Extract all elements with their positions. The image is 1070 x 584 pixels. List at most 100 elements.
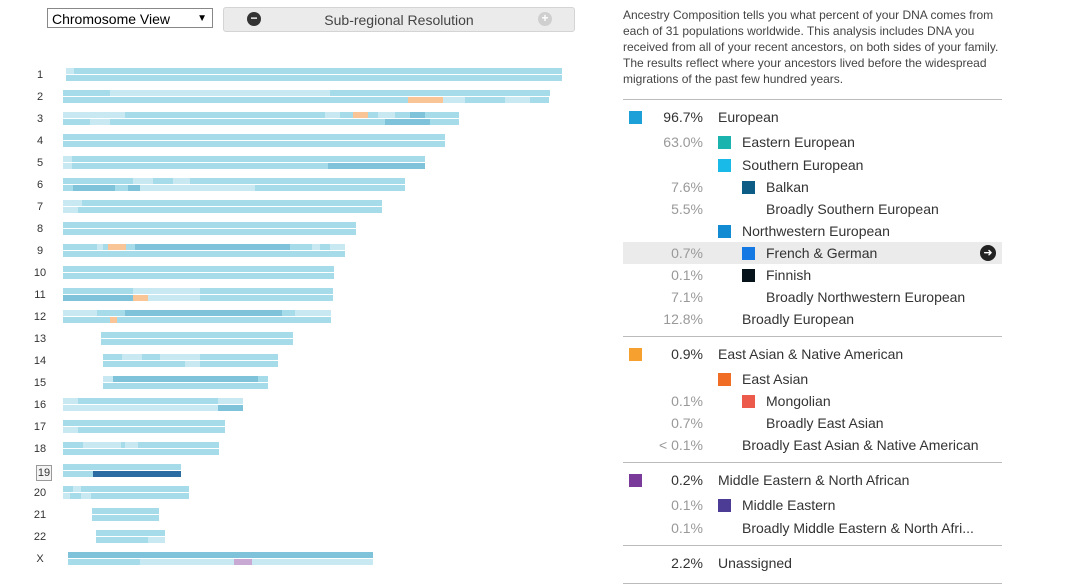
ancestry-row-east-asian-native-american[interactable]: 0.9% East Asian & Native American <box>623 343 1002 365</box>
chromosome-11-strand-a[interactable] <box>63 288 333 294</box>
ancestry-row-northwestern-european[interactable]: Northwestern European <box>623 220 1002 242</box>
chromosome-1-strand-a[interactable] <box>66 68 562 74</box>
ancestry-segment <box>150 185 255 191</box>
chromosome-19-strand-a[interactable] <box>63 464 181 470</box>
chromosome-label-8[interactable]: 8 <box>36 223 44 235</box>
ancestry-row-broadly-northwestern-european[interactable]: 7.1% Broadly Northwestern European <box>623 286 1002 308</box>
ancestry-segment <box>252 559 373 565</box>
chromosome-label-13[interactable]: 13 <box>33 333 47 345</box>
chromosome-label-5[interactable]: 5 <box>36 157 44 169</box>
chromosome-label-3[interactable]: 3 <box>36 113 44 125</box>
ancestry-row-eastern-european[interactable]: 63.0% Eastern European <box>623 131 1002 153</box>
chromosome-2-strand-a[interactable] <box>63 90 550 96</box>
chromosome-18-strand-a[interactable] <box>63 442 219 448</box>
chromosome-21-strand-a[interactable] <box>92 508 159 514</box>
chromosome-6-strand-a[interactable] <box>63 178 405 184</box>
ancestry-row-unassigned[interactable]: 2.2% Unassigned <box>623 552 1002 574</box>
chromosome-label-10[interactable]: 10 <box>33 267 47 279</box>
chromosome-9-strand-b[interactable] <box>63 251 345 257</box>
chromosome-label-20[interactable]: 20 <box>33 487 47 499</box>
ancestry-row-middle-eastern[interactable]: 0.1% Middle Eastern <box>623 494 1002 516</box>
chromosome-15-strand-a[interactable] <box>103 376 268 382</box>
chromosome-13-strand-a[interactable] <box>101 332 293 338</box>
chromosome-7-strand-a[interactable] <box>63 200 382 206</box>
chromosome-22-strand-b[interactable] <box>96 537 165 543</box>
plus-circle-icon[interactable]: + <box>538 12 552 26</box>
ancestry-row-broadly-middle-eastern-north-afri[interactable]: 0.1% Broadly Middle Eastern & North Afri.… <box>623 517 1002 539</box>
chromosome-label-18[interactable]: 18 <box>33 443 47 455</box>
ancestry-segment <box>153 178 173 184</box>
chromosome-label-9[interactable]: 9 <box>36 245 44 257</box>
chromosome-label-2[interactable]: 2 <box>36 91 44 103</box>
ancestry-row-southern-european[interactable]: Southern European <box>623 154 1002 176</box>
chromosome-X-strand-b[interactable] <box>68 559 373 565</box>
chromosome-5-strand-b[interactable] <box>63 163 425 169</box>
chromosome-label-4[interactable]: 4 <box>36 135 44 147</box>
chromosome-label-15[interactable]: 15 <box>33 377 47 389</box>
chromosome-14-strand-a[interactable] <box>103 354 278 360</box>
ancestry-row-european[interactable]: 96.7% European <box>623 106 1002 128</box>
chromosome-label-22[interactable]: 22 <box>33 531 47 543</box>
chromosome-15-strand-b[interactable] <box>103 383 268 389</box>
chromosome-11-strand-b[interactable] <box>63 295 333 301</box>
chromosome-20-strand-a[interactable] <box>63 486 189 492</box>
chromosome-6-strand-b[interactable] <box>63 185 405 191</box>
chromosome-9-strand-a[interactable] <box>63 244 345 250</box>
ancestry-row-balkan[interactable]: 7.6% Balkan <box>623 176 1002 198</box>
chromosome-3-strand-a[interactable] <box>63 112 459 118</box>
chromosome-21-strand-b[interactable] <box>92 515 159 521</box>
ancestry-row-broadly-european[interactable]: 12.8% Broadly European <box>623 308 1002 330</box>
chromosome-8-strand-a[interactable] <box>63 222 356 228</box>
chromosome-label-11[interactable]: 11 <box>34 289 46 301</box>
chromosome-14-strand-b[interactable] <box>103 361 278 367</box>
chromosome-label-7[interactable]: 7 <box>36 201 44 213</box>
chromosome-view-select[interactable]: Chromosome View ▼ <box>47 8 213 28</box>
ancestry-row-middle-eastern-north-african[interactable]: 0.2% Middle Eastern & North African <box>623 469 1002 491</box>
chromosome-22-strand-a[interactable] <box>96 530 165 536</box>
chromosome-label-6[interactable]: 6 <box>36 179 44 191</box>
chromosome-12-strand-b[interactable] <box>63 317 331 323</box>
ancestry-row-broadly-east-asian[interactable]: 0.7% Broadly East Asian <box>623 412 1002 434</box>
chromosome-label-14[interactable]: 14 <box>33 355 47 367</box>
chromosome-18-strand-b[interactable] <box>63 449 219 455</box>
chromosome-20-strand-b[interactable] <box>63 493 189 499</box>
chromosome-2-strand-b[interactable] <box>63 97 549 103</box>
chromosome-5-strand-a[interactable] <box>63 156 425 162</box>
chromosome-8-strand-b[interactable] <box>63 229 356 235</box>
chromosome-label-21[interactable]: 21 <box>33 509 47 521</box>
ancestry-row-broadly-southern-european[interactable]: 5.5% Broadly Southern European <box>623 198 1002 220</box>
ancestry-segment <box>255 185 405 191</box>
chromosome-1-strand-b[interactable] <box>66 75 562 81</box>
chromosome-16-strand-b[interactable] <box>63 405 243 411</box>
ancestry-percent: 5.5% <box>671 201 703 217</box>
chromosome-label-1[interactable]: 1 <box>36 69 44 81</box>
chromosome-17-strand-a[interactable] <box>63 420 225 426</box>
chromosome-12-strand-a[interactable] <box>63 310 331 316</box>
chromosome-10-strand-a[interactable] <box>63 266 334 272</box>
minus-circle-icon[interactable]: − <box>247 12 261 26</box>
chromosome-13-strand-b[interactable] <box>101 339 293 345</box>
chromosome-17-strand-b[interactable] <box>63 427 225 433</box>
ancestry-row-french-german[interactable]: 0.7% French & German ➜ <box>623 242 1002 264</box>
ancestry-row-mongolian[interactable]: 0.1% Mongolian <box>623 390 1002 412</box>
ancestry-row-east-asian[interactable]: East Asian <box>623 368 1002 390</box>
ancestry-segment <box>148 295 200 301</box>
chromosome-7-strand-b[interactable] <box>63 207 382 213</box>
chromosome-label-12[interactable]: 12 <box>33 311 47 323</box>
chromosome-label-16[interactable]: 16 <box>33 399 47 411</box>
ancestry-segment <box>103 354 122 360</box>
chromosome-19-strand-b[interactable] <box>63 471 181 477</box>
chromosome-X-strand-a[interactable] <box>68 552 373 558</box>
chromosome-label-X[interactable]: X <box>36 553 44 565</box>
ancestry-segment <box>83 442 121 448</box>
chromosome-3-strand-b[interactable] <box>63 119 459 125</box>
chromosome-label-17[interactable]: 17 <box>33 421 47 433</box>
chromosome-4-strand-a[interactable] <box>63 134 445 140</box>
chromosome-16-strand-a[interactable] <box>63 398 243 404</box>
ancestry-row-finnish[interactable]: 0.1% Finnish <box>623 264 1002 286</box>
chromosome-10-strand-b[interactable] <box>63 273 334 279</box>
chromosome-4-strand-b[interactable] <box>63 141 445 147</box>
arrow-right-circle-icon[interactable]: ➜ <box>980 245 996 261</box>
ancestry-row-broadly-east-asian-native-american[interactable]: < 0.1% Broadly East Asian & Native Americ… <box>623 434 1002 456</box>
chromosome-label-19[interactable]: 19 <box>36 465 52 481</box>
